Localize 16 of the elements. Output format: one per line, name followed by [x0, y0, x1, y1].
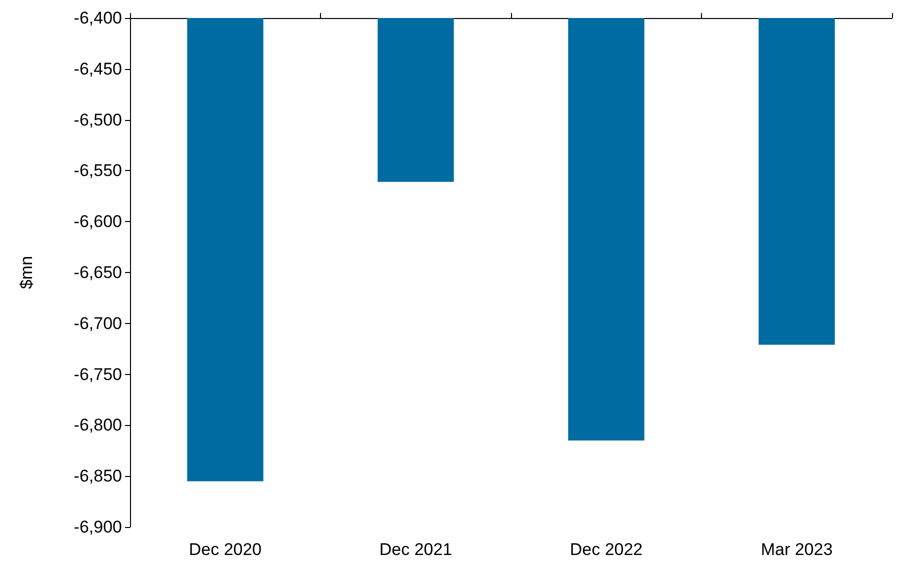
y-axis-title: $mn [17, 256, 36, 290]
y-tick-label: -6,400 [74, 8, 122, 28]
y-tick-label: -6,450 [74, 59, 122, 78]
y-tick-label: -6,850 [74, 466, 122, 486]
y-tick-label: -6,900 [74, 518, 122, 536]
y-tick-label: -6,750 [74, 364, 122, 384]
x-tick-label: Mar 2023 [760, 540, 833, 559]
y-tick-label: -6,500 [74, 110, 122, 130]
x-tick-label: Dec 2021 [379, 540, 452, 559]
y-tick-label: -6,600 [74, 212, 122, 232]
y-tick-label: -6,650 [74, 263, 122, 282]
y-tick-label: -6,800 [74, 416, 122, 435]
y-tick-label: -6,700 [74, 314, 122, 333]
y-tick-label: -6,550 [74, 161, 122, 180]
x-tick-label: Dec 2022 [570, 540, 643, 559]
x-tick-label: Dec 2020 [188, 540, 262, 559]
